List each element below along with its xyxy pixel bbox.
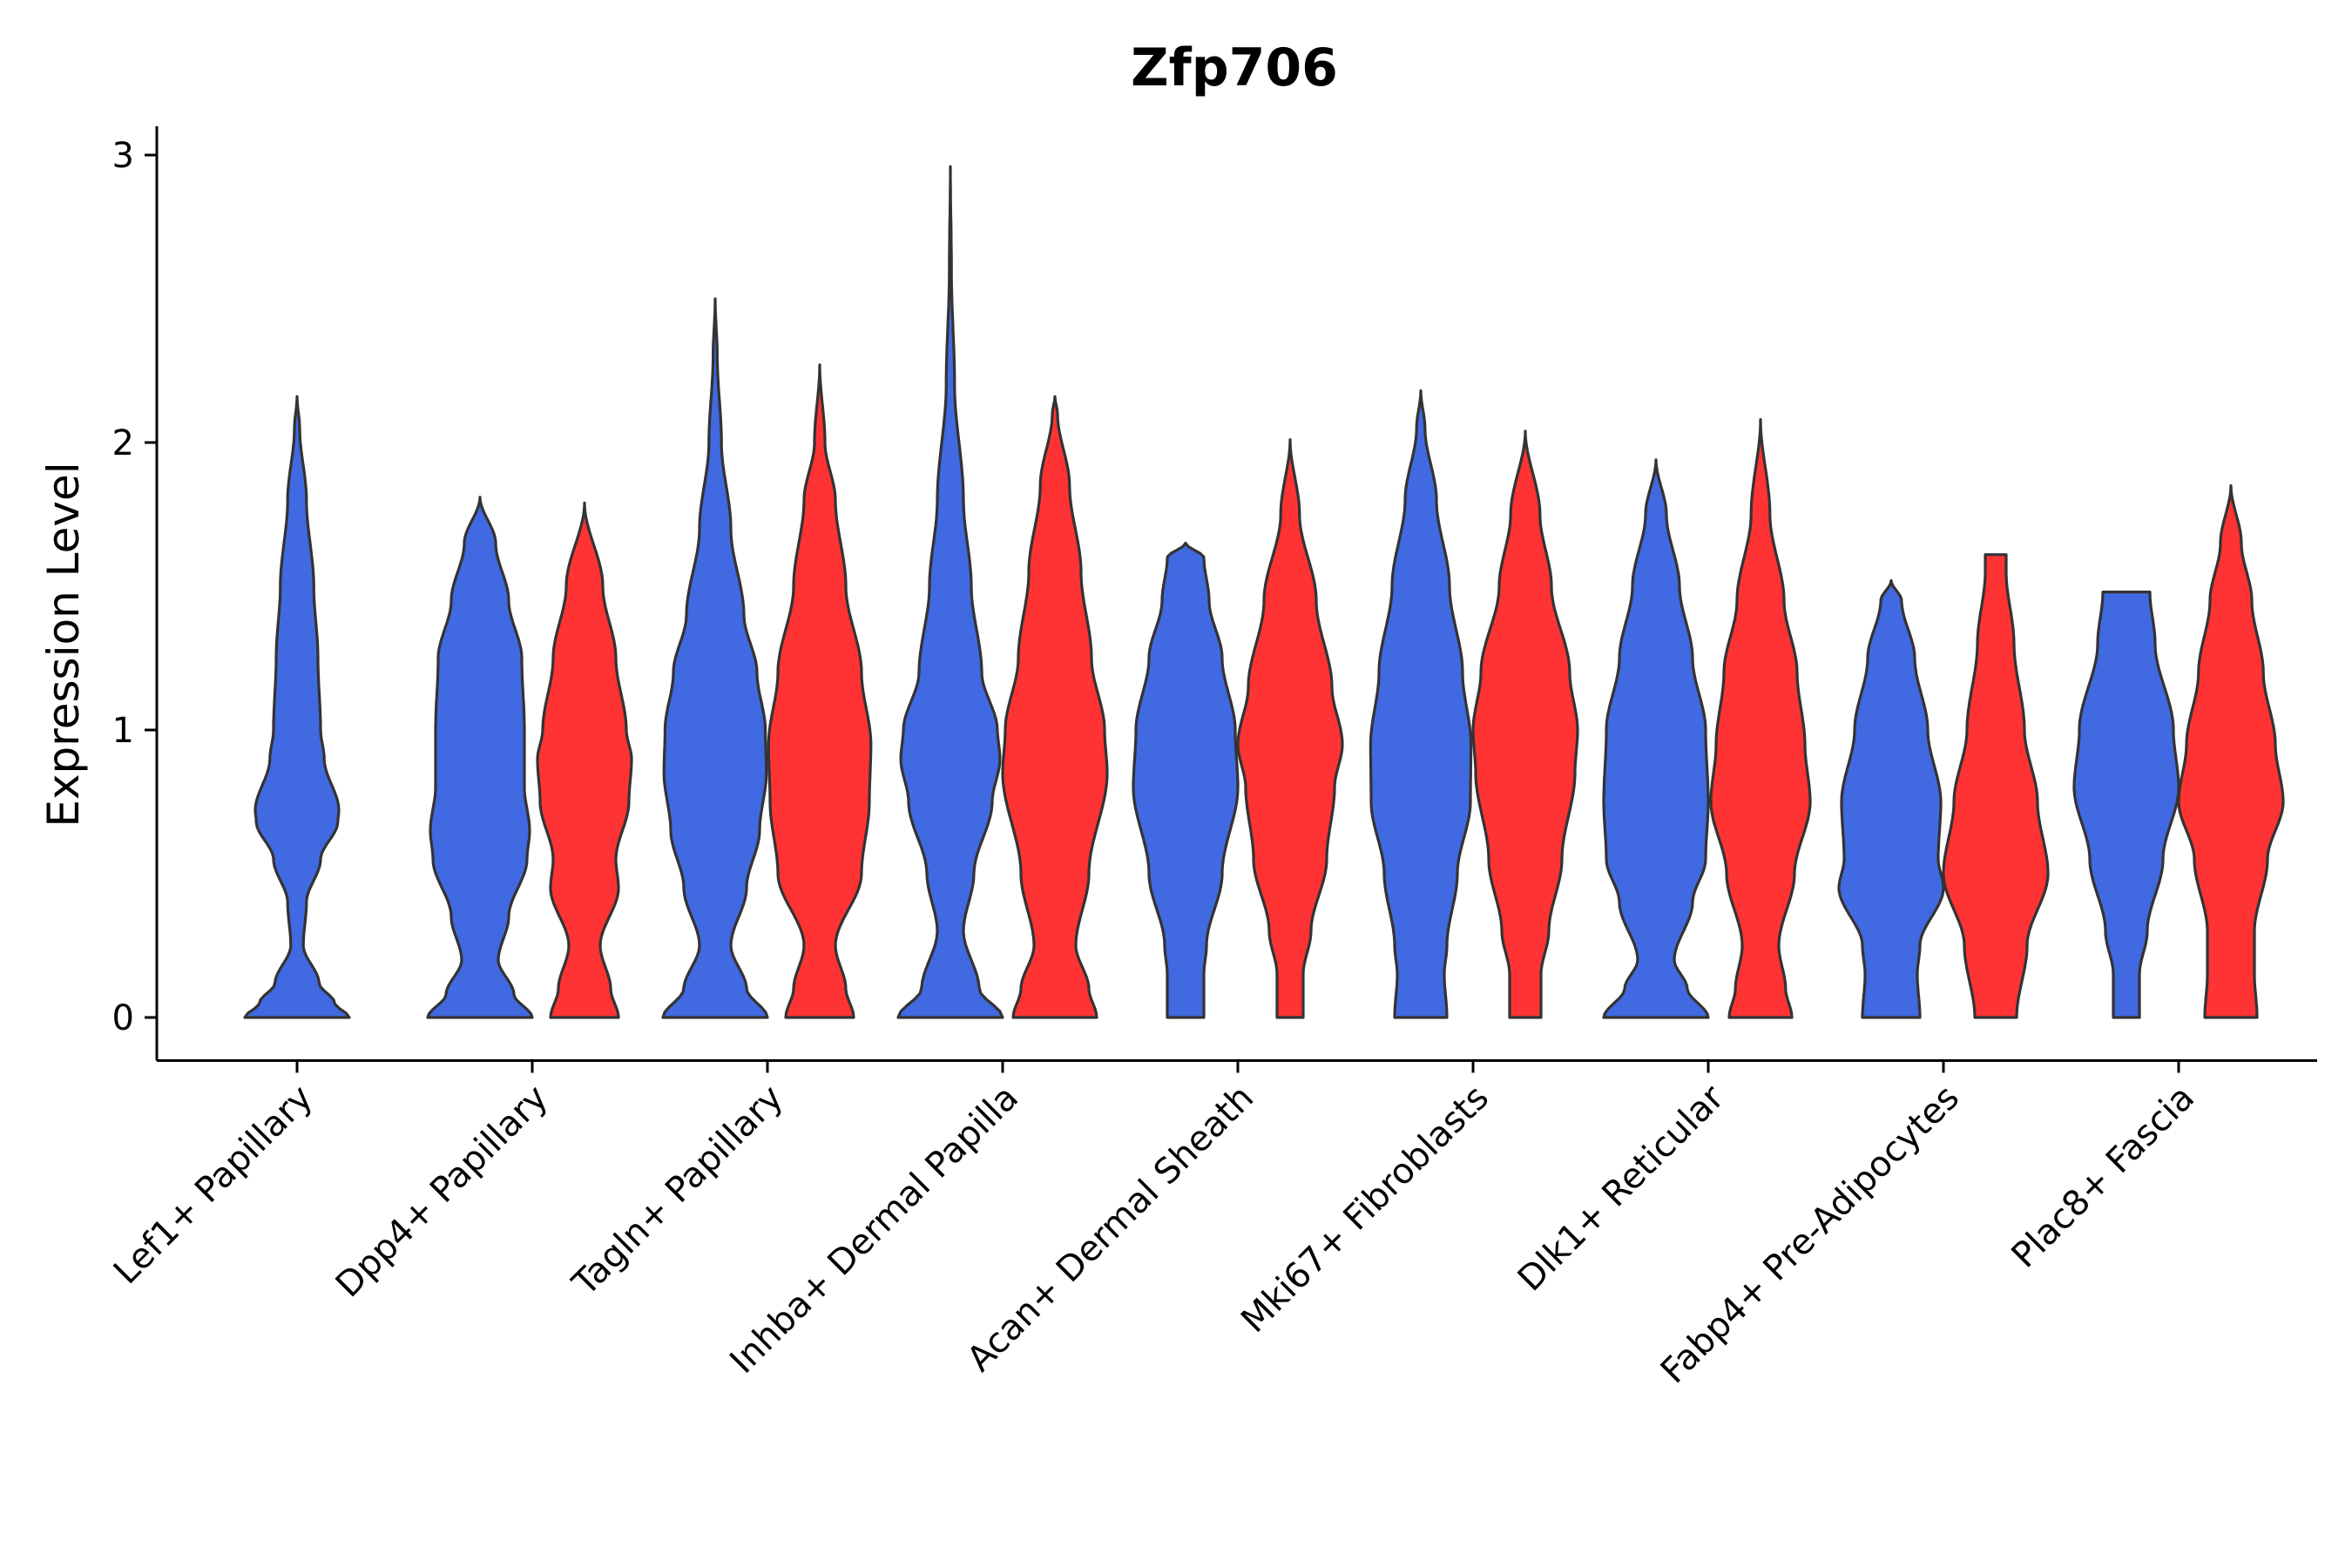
violin-group1	[1837, 578, 1945, 1019]
violin-group1	[243, 395, 351, 1019]
x-tick-label: Plac8+ Fascia	[2004, 1078, 2203, 1276]
y-ticks-layer: 0 1 2 3	[112, 136, 157, 1038]
x-tick-label: Mki67+ Fibroblasts	[1233, 1078, 1497, 1341]
violin-group2	[536, 501, 633, 1019]
violin-group1	[1602, 458, 1710, 1019]
x-tick-label: Dpp4+ Papillary	[328, 1078, 556, 1305]
y-tick-label: 0	[112, 998, 134, 1038]
violin-group2	[1471, 429, 1579, 1019]
x-ticks-layer: Lef1+ Papillary Dpp4+ Papillary Tagln+ Pap…	[106, 1060, 2203, 1391]
x-tick-label: Dlk1+ Reticular	[1511, 1078, 1733, 1300]
violin-group1	[426, 496, 534, 1019]
x-tick-label: Lef1+ Papillary	[106, 1078, 321, 1292]
violin-group2	[1942, 553, 2050, 1019]
y-axis-label: Expression Level	[38, 462, 89, 827]
violin-group2	[767, 363, 873, 1019]
violin-group1	[1369, 389, 1473, 1019]
violin-group1	[2072, 591, 2180, 1019]
violin-group2	[1709, 418, 1812, 1019]
violin-group2	[1236, 438, 1344, 1019]
violin-group1	[661, 297, 769, 1019]
x-tick-label: Tagln+ Papillary	[564, 1078, 791, 1304]
chart-title: Zfp706	[1131, 37, 1338, 98]
violin-group1	[1132, 541, 1240, 1019]
violin-group2	[2177, 483, 2285, 1019]
y-tick-label: 3	[112, 136, 134, 176]
y-tick-label: 2	[112, 423, 134, 463]
violin-group1	[896, 165, 1004, 1019]
y-tick-label: 1	[112, 711, 134, 751]
violins-layer	[243, 165, 2285, 1019]
violin-group2	[1001, 395, 1109, 1019]
